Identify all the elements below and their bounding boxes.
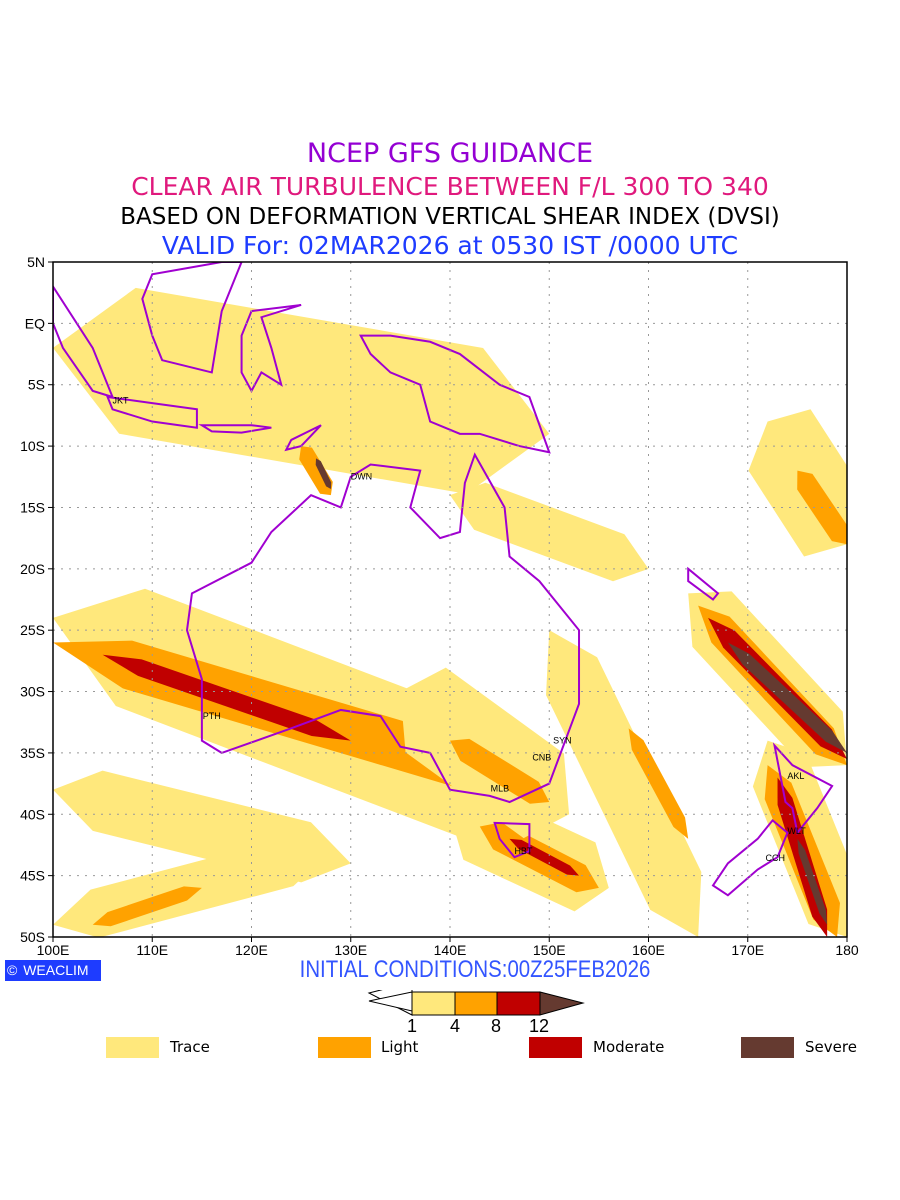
coastline-sumatra: [53, 284, 115, 399]
turbulence-area-severe: [727, 642, 847, 753]
colorbar-tick: 8: [491, 1016, 502, 1036]
legend-swatch-light: [318, 1037, 371, 1058]
coastline-java: [106, 395, 198, 429]
colorbar-trace: [411, 991, 456, 1016]
colorbar-tick: 12: [529, 1016, 550, 1036]
legend-swatch-severe: [741, 1037, 794, 1058]
weaclim-logo: © WEACLIM: [5, 960, 101, 981]
legend-swatch-moderate: [529, 1037, 582, 1058]
city-label-mlb: MLB: [491, 783, 510, 793]
lat-tick-label: 20S: [20, 561, 45, 577]
colorbar: [367, 990, 585, 1016]
colorbar-tick: 4: [450, 1016, 461, 1036]
city-label-wlt: WLT: [787, 826, 806, 836]
lat-tick-label: 15S: [20, 499, 45, 515]
lat-tick-label: 5S: [28, 377, 45, 393]
lat-tick-label: 50S: [20, 929, 45, 945]
coastline-new-caledonia: [687, 566, 720, 601]
lat-tick-label: 25S: [20, 622, 45, 638]
lon-tick-label: 180: [835, 942, 859, 958]
lat-tick-label: 10S: [20, 438, 45, 454]
coastline-tasmania: [493, 821, 531, 859]
turbulence-area-severe: [797, 838, 828, 925]
lon-tick-label: 140E: [434, 942, 467, 958]
logo-text: WEACLIM: [23, 962, 89, 978]
turbulence-area-moderate: [509, 838, 580, 876]
city-label-cnb: CNB: [532, 753, 551, 763]
copyright-icon: ©: [7, 962, 18, 978]
lon-tick-label: 120E: [235, 942, 268, 958]
map-layers: [53, 262, 847, 937]
colorbar-moderate: [496, 991, 541, 1016]
city-label-dwn: DWN: [351, 472, 373, 482]
title-valid-time: VALID For: 02MAR2026 at 0530 IST /0000 U…: [161, 231, 739, 260]
lat-tick-label: 40S: [20, 806, 45, 822]
legend-label-trace: Trace: [170, 1038, 210, 1056]
title-product: CLEAR AIR TURBULENCE BETWEEN F/L 300 TO …: [131, 172, 769, 201]
legend-label-light: Light: [381, 1038, 419, 1056]
coastline-new-guinea: [358, 334, 551, 454]
lat-tick-label: 5N: [27, 254, 45, 270]
lon-tick-label: 160E: [632, 942, 665, 958]
turbulence-area-light: [92, 886, 202, 927]
title-main: NCEP GFS GUIDANCE: [306, 138, 594, 169]
colorbar-tick: 1: [407, 1016, 418, 1036]
lat-tick-label: 35S: [20, 745, 45, 761]
turbulence-area-severe: [315, 458, 332, 490]
coastline-borneo: [141, 262, 243, 374]
city-label-pth: PTH: [203, 711, 221, 721]
legend-label-moderate: Moderate: [593, 1038, 665, 1056]
coastline-australia: [185, 452, 581, 804]
city-label-cch: CCH: [766, 853, 786, 863]
turbulence-area-trace: [53, 287, 550, 494]
turbulence-area-light: [450, 738, 550, 804]
lon-tick-label: 110E: [136, 942, 168, 958]
colorbar-severe: [539, 991, 585, 1016]
turbulence-area-light: [628, 728, 689, 839]
lon-tick-label: 150E: [533, 942, 566, 958]
coastline-sulawesi: [240, 303, 302, 393]
city-label-jkt: JKT: [112, 395, 129, 405]
lon-tick-label: 130E: [334, 942, 367, 958]
turbulence-area-trace: [450, 482, 649, 582]
colorbar-light: [454, 991, 498, 1016]
lat-tick-label: EQ: [25, 315, 45, 331]
city-label-syn: SYN: [553, 735, 572, 745]
initial-conditions: INITIAL CONDITIONS:00Z25FEB2026: [299, 956, 651, 983]
title-method: BASED ON DEFORMATION VERTICAL SHEAR INDE…: [120, 204, 780, 230]
lat-tick-label: 30S: [20, 684, 45, 700]
legend-swatch-trace: [106, 1037, 159, 1058]
coastline-new-zealand-north: [772, 742, 834, 835]
turbulence-area-moderate: [102, 654, 351, 741]
turbulence-area-light: [299, 446, 333, 496]
legend-label-severe: Severe: [805, 1038, 857, 1056]
city-label-hbt: HBT: [514, 846, 533, 856]
turbulence-map: 100E 110E 120E 130E 140E 150E 160E 170E 180 5N EQ 5…: [20, 254, 859, 958]
lon-tick-label: 170E: [731, 942, 764, 958]
city-label-akl: AKL: [787, 771, 804, 781]
lon-tick-label: 100E: [37, 942, 70, 958]
turbulence-area-trace: [546, 630, 702, 937]
coastline-lesser-sunda: [198, 424, 272, 434]
lat-tick-label: 45S: [20, 868, 45, 884]
